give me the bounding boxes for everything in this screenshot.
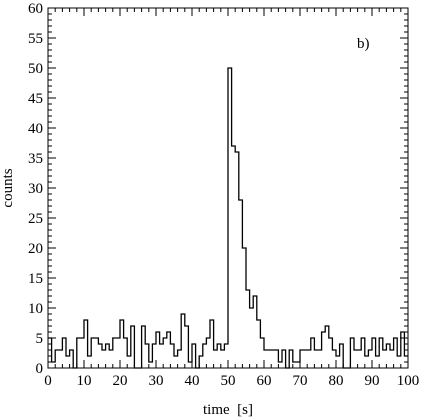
x-tick-label: 30 <box>149 373 164 389</box>
x-tick-label: 80 <box>329 373 344 389</box>
y-tick-label: 35 <box>28 151 43 167</box>
y-tick-label: 5 <box>36 331 44 347</box>
x-tick-label: 70 <box>293 373 308 389</box>
tick-labels: 0 10 20 30 40 50 60 70 80 90 100 0 5 10 15 20 25 30 35 40 45… <box>28 1 419 389</box>
histogram-series <box>48 67 408 369</box>
x-tick-label: 90 <box>365 373 380 389</box>
y-tick-label: 50 <box>28 61 43 77</box>
y-tick-label: 10 <box>28 301 43 317</box>
y-tick-label: 60 <box>28 1 43 17</box>
x-axis-title: time [s] <box>203 402 253 418</box>
y-tick-label: 40 <box>28 121 43 137</box>
y-tick-label: 25 <box>28 211 43 227</box>
x-tick-label: 20 <box>113 373 128 389</box>
x-tick-label: 10 <box>77 373 92 389</box>
x-tick-label: 100 <box>397 373 420 389</box>
x-tick-label: 40 <box>185 373 200 389</box>
x-tick-label: 0 <box>44 373 52 389</box>
y-tick-label: 30 <box>28 181 43 197</box>
y-tick-label: 0 <box>36 361 44 377</box>
y-tick-label: 45 <box>28 91 43 107</box>
y-tick-label: 20 <box>28 241 43 257</box>
y-tick-label: 15 <box>28 271 43 287</box>
y-axis-title: counts <box>0 168 16 207</box>
x-tick-label: 50 <box>221 373 236 389</box>
axis-ticks <box>47 7 409 369</box>
y-tick-label: 55 <box>28 31 43 47</box>
annotation-label: b) <box>357 36 370 52</box>
x-tick-label: 60 <box>257 373 272 389</box>
